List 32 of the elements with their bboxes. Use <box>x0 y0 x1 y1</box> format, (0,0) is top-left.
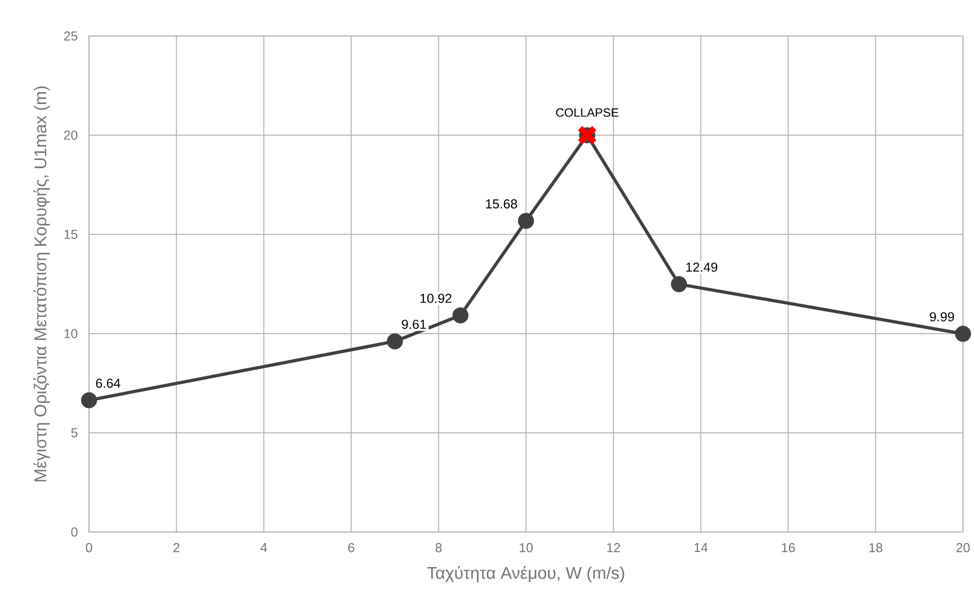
x-axis-title: Ταχύτητα Ανέμου, W (m/s) <box>427 566 624 582</box>
x-tick-label: 4 <box>260 543 268 552</box>
y-tick-label: 25 <box>64 31 78 41</box>
x-tick-label: 14 <box>694 543 708 552</box>
y-tick-label: 20 <box>64 130 78 140</box>
point <box>955 326 972 342</box>
y-tick-label: 10 <box>64 328 78 338</box>
data-label: 12.49 <box>686 262 718 272</box>
x-tick-label: 16 <box>782 543 795 552</box>
x-tick-label: 6 <box>348 543 354 552</box>
data-label: 6.64 <box>96 378 120 388</box>
data-label: 9.61 <box>402 320 426 329</box>
point <box>452 307 468 324</box>
annotation: COLLAPSE <box>556 108 618 117</box>
point <box>518 212 534 229</box>
data-label: 10.92 <box>420 294 452 303</box>
data-label: 15.68 <box>486 199 518 208</box>
y-tick-label: 0 <box>71 527 78 537</box>
x-tick-label: 8 <box>436 543 442 552</box>
x-tick-label: 2 <box>173 543 180 552</box>
point <box>81 392 98 408</box>
y-tick-label: 5 <box>71 428 78 438</box>
x-tick-label: 12 <box>607 543 620 552</box>
x-tick-label: 10 <box>520 543 533 552</box>
y-axis-title: Μέγιστη Οριζόντια Μετατόπιση Κορυφής, U1max (m) <box>33 86 50 482</box>
y-tick-label: 15 <box>64 230 78 239</box>
data-label: 9.99 <box>930 312 954 322</box>
x-tick-label: 0 <box>86 543 92 552</box>
point <box>670 276 687 292</box>
x-tick-label: 18 <box>869 543 882 552</box>
x-tick-label: 20 <box>956 543 970 552</box>
point <box>386 333 403 350</box>
